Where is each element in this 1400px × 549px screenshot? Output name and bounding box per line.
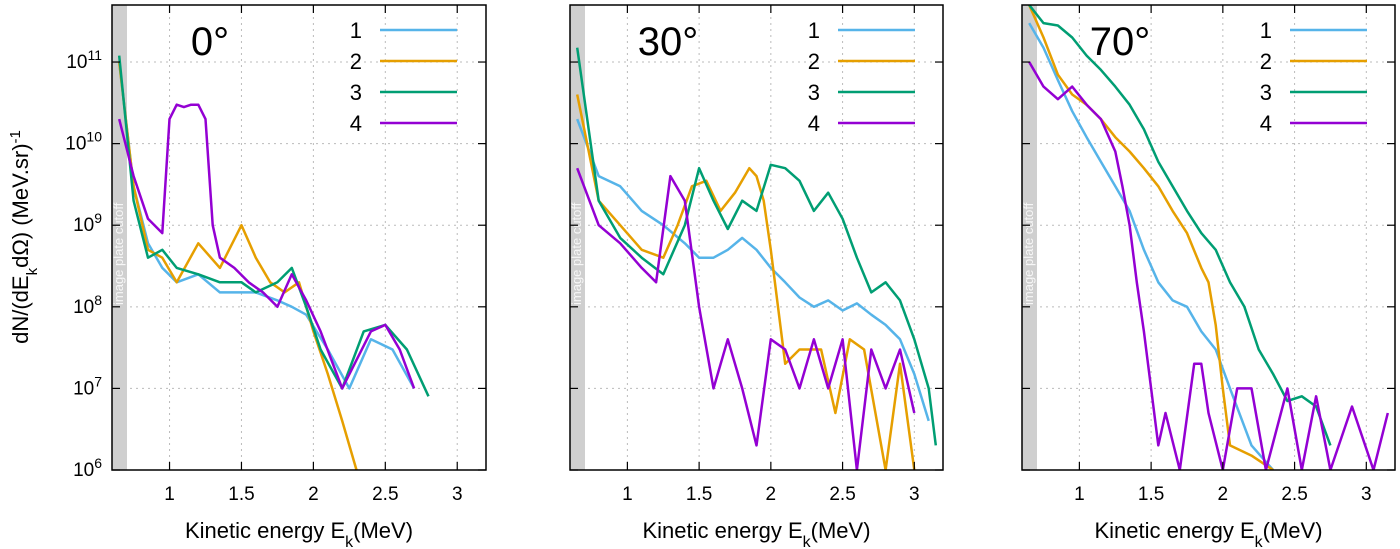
series-line-4 bbox=[576, 167, 916, 470]
legend-label-1: 1 bbox=[350, 18, 362, 43]
series-line-3 bbox=[117, 55, 430, 397]
x-tick-label: 3 bbox=[1361, 484, 1372, 505]
series-line-4 bbox=[117, 103, 416, 390]
legend-label-3: 3 bbox=[808, 80, 820, 105]
cutoff-band bbox=[112, 5, 127, 470]
y-tick-label: 1010 bbox=[65, 129, 102, 155]
cutoff-label: image plate cutoff bbox=[569, 202, 584, 305]
legend-label-4: 4 bbox=[1260, 111, 1272, 136]
x-tick-label: 1 bbox=[1074, 484, 1085, 505]
x-tick-label: 1 bbox=[622, 484, 633, 505]
legend-label-2: 2 bbox=[350, 49, 362, 74]
x-tick-label: 2.5 bbox=[372, 484, 398, 505]
series-line-4 bbox=[1028, 61, 1390, 470]
y-axis-title: dN/(dEkdΩ) (MeV.sr)-1 bbox=[7, 130, 41, 344]
angle-title: 0° bbox=[191, 20, 229, 64]
plot-frame bbox=[111, 4, 487, 471]
legend-label-3: 3 bbox=[1260, 80, 1272, 105]
plot-frame bbox=[1021, 4, 1396, 471]
x-tick-label: 2 bbox=[308, 484, 319, 505]
x-tick-label: 2.5 bbox=[1281, 484, 1307, 505]
x-tick-label: 2 bbox=[766, 484, 777, 505]
x-tick-label: 1.5 bbox=[686, 484, 712, 505]
x-tick-label: 3 bbox=[452, 484, 463, 505]
plot-frame bbox=[569, 4, 944, 471]
series-line-1 bbox=[576, 118, 930, 422]
x-tick-label: 3 bbox=[909, 484, 920, 505]
legend-label-1: 1 bbox=[1260, 18, 1272, 43]
cutoff-label: image plate cutoff bbox=[111, 202, 126, 305]
x-tick-label: 2.5 bbox=[829, 484, 855, 505]
legend-label-2: 2 bbox=[808, 49, 820, 74]
series-line-2 bbox=[1028, 5, 1274, 470]
legend-label-4: 4 bbox=[808, 111, 820, 136]
cutoff-label: image plate cutoff bbox=[1021, 202, 1036, 305]
series-line-3 bbox=[575, 47, 938, 446]
series-line-2 bbox=[117, 61, 358, 470]
angle-title: 70° bbox=[1090, 20, 1151, 64]
x-tick-label: 1.5 bbox=[1138, 484, 1164, 505]
x-tick-label: 1.5 bbox=[228, 484, 254, 505]
legend-label-3: 3 bbox=[350, 80, 362, 105]
chart-panel-0: image plate cutoff 1 1.5 2 2.5 3 106 107 108 109 1… bbox=[65, 4, 487, 549]
x-axis-title: Kinetic energy Ek(MeV) bbox=[185, 518, 413, 549]
x-axis-title: Kinetic energy Ek(MeV) bbox=[642, 518, 870, 549]
y-tick-label: 1011 bbox=[66, 47, 102, 73]
x-tick-label: 1 bbox=[164, 484, 175, 505]
y-tick-label: 106 bbox=[73, 455, 102, 481]
y-tick-label: 107 bbox=[73, 373, 102, 399]
y-tick-label: 109 bbox=[73, 210, 102, 236]
legend-label-1: 1 bbox=[808, 18, 820, 43]
legend-label-2: 2 bbox=[1260, 49, 1272, 74]
chart-panel-1: image plate cutoff 1 1.5 2 2.5 3 Kinetic energ… bbox=[569, 4, 944, 549]
cutoff-band bbox=[1022, 5, 1037, 470]
cutoff-band bbox=[570, 5, 585, 470]
x-axis-title: Kinetic energy Ek(MeV) bbox=[1094, 518, 1322, 549]
x-tick-label: 2 bbox=[1218, 484, 1229, 505]
series-line-3 bbox=[1028, 5, 1332, 446]
legend-label-4: 4 bbox=[350, 111, 362, 136]
y-tick-label: 108 bbox=[73, 292, 102, 318]
angle-title: 30° bbox=[638, 20, 699, 64]
chart-panel-2: image plate cutoff 1 1.5 2 2.5 3 Kinetic energ… bbox=[1021, 4, 1396, 549]
